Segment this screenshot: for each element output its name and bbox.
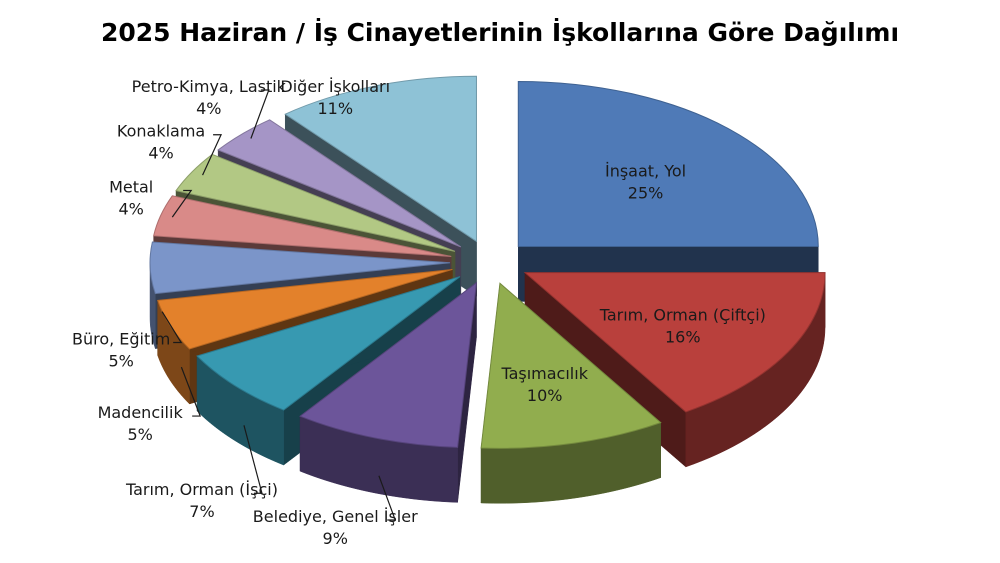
leader-line-petro-kimya-lastik <box>250 89 270 139</box>
slice-label-tasimacilik: Taşımacılık <box>500 364 588 383</box>
slice-label-konaklama: Konaklama <box>117 122 205 141</box>
slice-label-insaat-yol: İnşaat, Yol <box>605 161 686 180</box>
slice-buro-egitim <box>149 241 451 295</box>
slice-percent-tarim-orman-ciftci: 16% <box>665 327 701 346</box>
chart-title: 2025 Haziran / İş Cinayetlerinin İşkolla… <box>100 18 900 47</box>
slice-percent-tasimacilik: 10% <box>527 386 563 405</box>
slice-tarim-orman-ciftci <box>523 272 826 413</box>
pie-slice-tops <box>149 75 826 449</box>
leader-line-konaklama <box>202 134 223 176</box>
slice-percent-konaklama: 4% <box>148 144 173 163</box>
leader-line-metal <box>171 189 193 218</box>
slice-labels: İnşaat, Yol 25% Tarım, Orman (Çiftçi) 16% Ta… <box>72 77 766 548</box>
slice-diger-iskollari <box>284 75 477 243</box>
slice-tarim-orman-isci <box>196 276 461 411</box>
leader-line-tarim-orman-isci <box>243 425 263 494</box>
slice-label-metal: Metal <box>109 178 153 197</box>
slice-petro-kimya-lastik <box>217 119 462 248</box>
slice-label-petro-kimya-lastik: Petro-Kimya, Lastik <box>132 77 287 96</box>
slice-percent-tarim-orman-isci: 7% <box>189 502 214 521</box>
label-leader-lines <box>161 89 397 521</box>
slice-percent-insaat-yol: 25% <box>628 183 664 202</box>
slice-insaat-yol <box>517 80 819 247</box>
slice-percent-buro-egitim: 5% <box>108 352 133 371</box>
slice-percent-madencilik: 5% <box>127 425 152 444</box>
slice-percent-diger-iskollari: 11% <box>317 99 353 118</box>
slice-label-belediye-genel-isler: Belediye, Genel İşler <box>253 507 418 526</box>
slice-label-tarim-orman-isci: Tarım, Orman (İşçi) <box>125 480 278 499</box>
slice-percent-belediye-genel-isler: 9% <box>323 529 348 548</box>
slice-label-tarim-orman-ciftci: Tarım, Orman (Çiftçi) <box>599 305 766 324</box>
slice-percent-metal: 4% <box>118 200 143 219</box>
slice-label-diger-iskollari: Diğer İşkolları <box>280 77 390 96</box>
slice-percent-petro-kimya-lastik: 4% <box>196 99 221 118</box>
slice-belediye-genel-isler <box>299 281 478 448</box>
leader-line-buro-egitim <box>161 311 183 344</box>
slice-label-buro-egitim: Büro, Eğitim <box>72 330 170 349</box>
leader-line-madencilik <box>180 366 202 417</box>
slice-tasimacilik <box>480 282 662 449</box>
slice-label-madencilik: Madencilik <box>98 403 184 422</box>
leader-line-belediye-genel-isler <box>378 475 397 521</box>
slice-metal <box>153 195 452 258</box>
